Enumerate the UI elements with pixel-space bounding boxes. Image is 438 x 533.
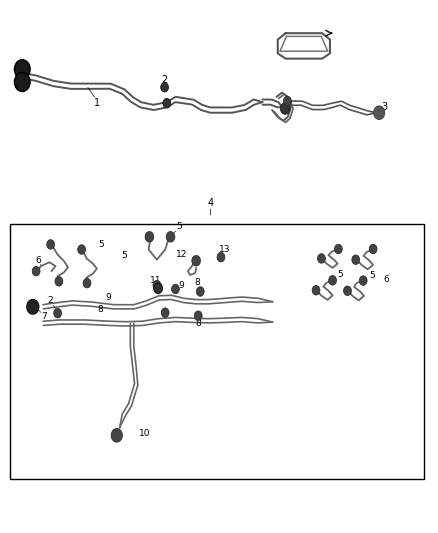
Circle shape bbox=[217, 253, 225, 262]
Circle shape bbox=[163, 99, 171, 108]
Circle shape bbox=[111, 429, 123, 442]
Circle shape bbox=[196, 287, 204, 296]
Text: 10: 10 bbox=[139, 429, 150, 438]
Text: 6: 6 bbox=[35, 256, 41, 265]
Circle shape bbox=[54, 309, 62, 318]
Circle shape bbox=[369, 244, 377, 254]
Text: 8: 8 bbox=[97, 305, 103, 314]
Text: 8: 8 bbox=[195, 319, 201, 328]
Circle shape bbox=[312, 286, 320, 295]
Text: 5: 5 bbox=[176, 222, 182, 231]
Text: 1: 1 bbox=[94, 98, 100, 108]
Circle shape bbox=[328, 276, 336, 285]
Circle shape bbox=[78, 245, 85, 254]
Circle shape bbox=[343, 286, 351, 295]
Text: 12: 12 bbox=[176, 250, 187, 259]
Text: 5: 5 bbox=[337, 270, 343, 279]
Text: 5: 5 bbox=[121, 251, 127, 260]
Circle shape bbox=[280, 103, 290, 114]
Text: 3: 3 bbox=[381, 102, 387, 112]
Text: 5: 5 bbox=[369, 271, 375, 280]
Circle shape bbox=[161, 83, 169, 92]
Circle shape bbox=[14, 60, 30, 79]
Text: 13: 13 bbox=[219, 245, 231, 254]
Circle shape bbox=[153, 280, 161, 290]
Circle shape bbox=[172, 284, 180, 294]
Text: 4: 4 bbox=[207, 198, 213, 208]
Text: 8: 8 bbox=[194, 278, 200, 287]
Circle shape bbox=[166, 231, 175, 242]
Circle shape bbox=[154, 283, 162, 294]
Circle shape bbox=[83, 278, 91, 288]
Text: 2: 2 bbox=[162, 75, 168, 85]
Circle shape bbox=[161, 308, 169, 318]
Circle shape bbox=[14, 72, 30, 92]
Circle shape bbox=[47, 240, 54, 249]
Circle shape bbox=[374, 106, 385, 119]
Text: 11: 11 bbox=[150, 276, 161, 285]
Circle shape bbox=[194, 311, 202, 320]
Text: 9: 9 bbox=[106, 293, 111, 302]
Text: 5: 5 bbox=[98, 240, 104, 249]
Circle shape bbox=[359, 276, 367, 285]
Text: 7: 7 bbox=[41, 312, 47, 321]
Circle shape bbox=[283, 96, 291, 106]
Circle shape bbox=[145, 231, 154, 242]
Text: 2: 2 bbox=[48, 296, 53, 305]
Circle shape bbox=[318, 254, 325, 263]
Circle shape bbox=[32, 266, 40, 276]
Circle shape bbox=[192, 255, 201, 266]
Circle shape bbox=[352, 255, 360, 264]
FancyBboxPatch shape bbox=[10, 224, 424, 479]
Text: 6: 6 bbox=[383, 275, 389, 284]
Circle shape bbox=[335, 244, 343, 254]
Circle shape bbox=[27, 300, 39, 314]
Circle shape bbox=[55, 277, 63, 286]
Text: 9: 9 bbox=[179, 281, 184, 289]
